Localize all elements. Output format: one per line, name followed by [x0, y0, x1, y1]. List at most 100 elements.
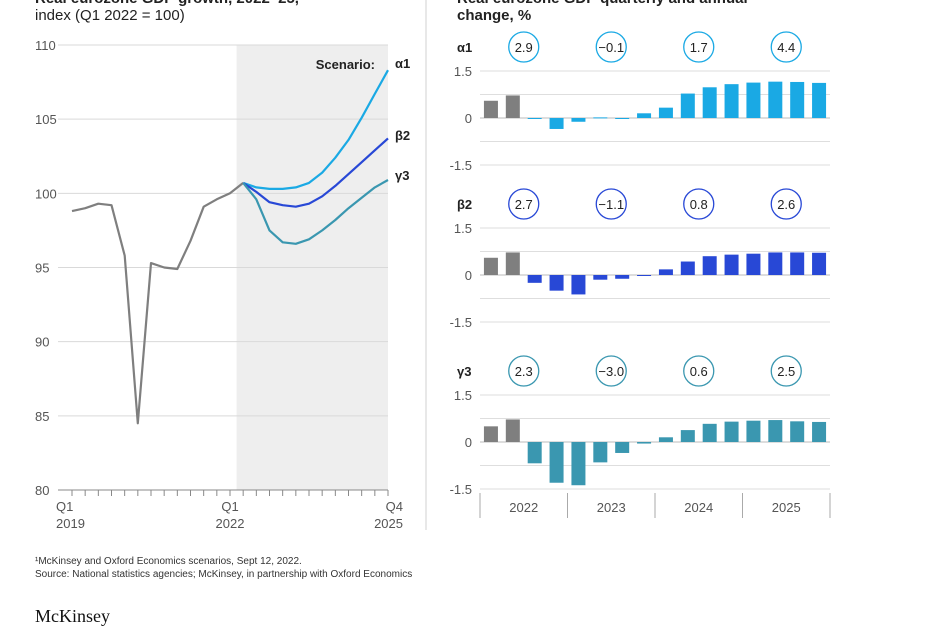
bar-y-tick-label: 0 [465, 111, 472, 126]
footnote: ¹McKinsey and Oxford Economics scenarios… [35, 556, 302, 567]
annual-change-badge [508, 31, 540, 63]
bar-y-tick-label: 0 [465, 435, 472, 450]
bar [637, 442, 652, 444]
bar [680, 430, 695, 442]
bar [549, 118, 564, 129]
bar-x-tick-label: 2025 [772, 500, 801, 515]
bar [527, 275, 542, 283]
bar-y-tick-label: -1.5 [450, 482, 472, 497]
bar-y-tick-label: -1.5 [450, 315, 472, 330]
panel-label: α1 [457, 40, 472, 55]
annual-change-value: 0.6 [690, 364, 708, 379]
annual-change-badge [508, 188, 540, 220]
history-line [71, 182, 244, 425]
bar [637, 113, 652, 118]
y-tick-label: 80 [35, 483, 49, 498]
bar [615, 118, 630, 119]
x-tick-label: 2019 [56, 516, 85, 531]
bar [658, 107, 673, 118]
bar [483, 100, 498, 118]
annual-change-badge [770, 355, 802, 387]
source-note: Source: National statistics agencies; Mc… [35, 569, 413, 580]
annual-change-value: 1.7 [690, 40, 708, 55]
bar [724, 254, 739, 275]
bar-y-tick-label: 1.5 [454, 388, 472, 403]
x-tick-label: 2025 [374, 516, 403, 531]
bar-y-tick-label: 1.5 [454, 221, 472, 236]
bar [549, 442, 564, 483]
bar [812, 252, 827, 275]
y-tick-label: 105 [35, 112, 57, 127]
bar [483, 426, 498, 442]
scenario-line-1 [242, 69, 389, 190]
bar [505, 95, 520, 118]
bar [812, 421, 827, 442]
bar [637, 275, 652, 276]
annual-change-value: 2.7 [515, 197, 533, 212]
scenario-line-2 [242, 137, 389, 208]
bar [790, 252, 805, 275]
annual-change-value: −3.0 [598, 364, 624, 379]
annual-change-badge [683, 31, 715, 63]
bar [768, 420, 783, 442]
bar [790, 81, 805, 118]
bar [790, 421, 805, 442]
bar-x-tick-label: 2023 [597, 500, 626, 515]
bar [724, 84, 739, 118]
panel-label: γ3 [457, 364, 471, 379]
right-chart-title: Real eurozone GDP quarterly and annual [457, 0, 748, 8]
annual-change-value: 2.9 [515, 40, 533, 55]
x-tick-label: Q4 [386, 499, 403, 514]
bar [746, 82, 761, 118]
annual-change-badge [770, 188, 802, 220]
bar [571, 442, 586, 486]
bar [702, 256, 717, 275]
series-label: α1 [395, 56, 410, 71]
left-chart-subtitle: index (Q1 2022 = 100) [35, 7, 185, 24]
annual-change-badge [770, 31, 802, 63]
x-tick-label: Q1 [221, 499, 238, 514]
bar-y-tick-label: 1.5 [454, 64, 472, 79]
bar [615, 442, 630, 453]
bar [658, 269, 673, 275]
brand-logo: McKinsey [35, 606, 110, 626]
panel-label: β2 [457, 197, 472, 212]
bar [571, 118, 586, 122]
left-chart-title: Real eurozone GDP growth, 2022–25, [35, 0, 299, 8]
bar [593, 442, 608, 463]
bar-x-tick-label: 2024 [684, 500, 713, 515]
bar [680, 261, 695, 275]
bar [527, 442, 542, 464]
bar [505, 419, 520, 442]
annual-change-badge [595, 31, 627, 63]
series-label: γ3 [395, 168, 409, 183]
y-tick-label: 95 [35, 261, 49, 276]
bar [746, 420, 761, 442]
series-label: β2 [395, 128, 410, 143]
annual-change-value: 2.3 [515, 364, 533, 379]
annual-change-badge [683, 188, 715, 220]
annual-change-value: 0.8 [690, 197, 708, 212]
annual-change-badge [508, 355, 540, 387]
annual-change-value: −0.1 [598, 40, 624, 55]
bar [615, 275, 630, 279]
scenario-legend-title: Scenario: [316, 57, 375, 72]
right-chart-subtitle: change, % [457, 7, 532, 24]
annual-change-badge [683, 355, 715, 387]
bar [505, 252, 520, 275]
bar [571, 275, 586, 295]
bar [724, 421, 739, 442]
y-tick-label: 85 [35, 409, 49, 424]
bar [812, 82, 827, 118]
y-tick-label: 100 [35, 186, 57, 201]
bar [768, 252, 783, 275]
annual-change-value: −1.1 [598, 197, 624, 212]
scenario-line-3 [242, 179, 389, 245]
x-tick-label: Q1 [56, 499, 73, 514]
bar [593, 117, 608, 119]
bar [658, 437, 673, 442]
bar-y-tick-label: -1.5 [450, 158, 472, 173]
bar [680, 93, 695, 118]
annual-change-badge [595, 188, 627, 220]
